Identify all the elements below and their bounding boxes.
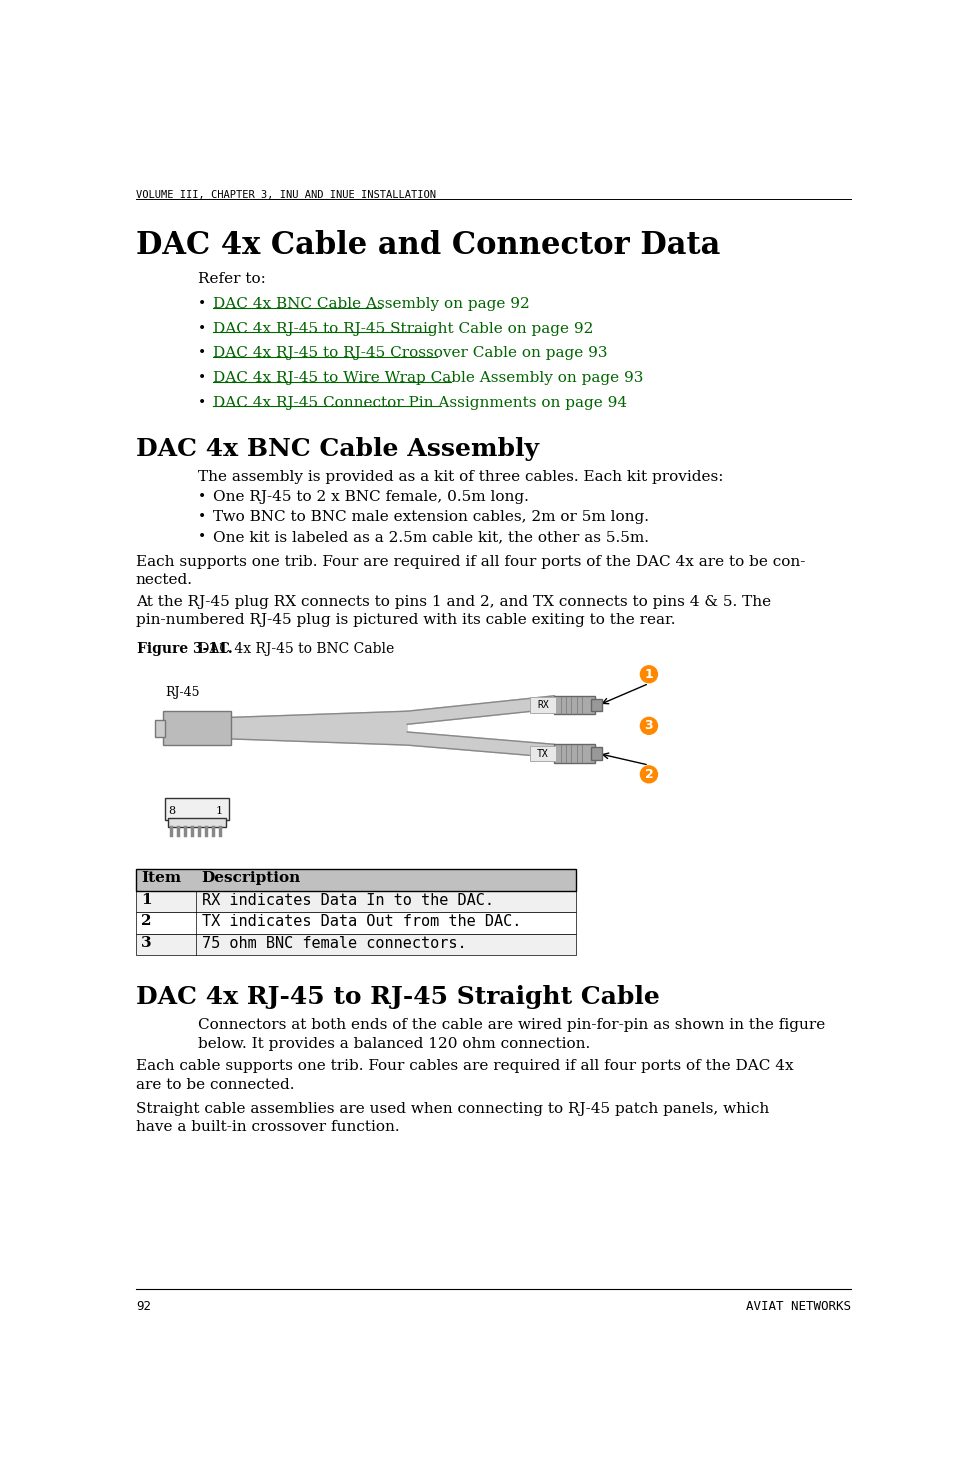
Text: •: • — [197, 395, 206, 410]
Text: One kit is labeled as a 2.5m cable kit, the other as 5.5m.: One kit is labeled as a 2.5m cable kit, … — [214, 530, 649, 545]
Text: •: • — [197, 530, 206, 545]
Bar — [155, 719, 165, 737]
Text: RX indicates Data In to the DAC.: RX indicates Data In to the DAC. — [202, 892, 494, 907]
Polygon shape — [407, 733, 555, 758]
Bar — [590, 699, 602, 712]
Bar — [169, 818, 225, 827]
Text: 2: 2 — [142, 915, 152, 928]
Text: RX: RX — [537, 700, 549, 710]
Text: 8: 8 — [169, 807, 175, 815]
Text: Item: Item — [142, 872, 181, 885]
Text: DAC 4x RJ-45 to RJ-45 Straight Cable: DAC 4x RJ-45 to RJ-45 Straight Cable — [136, 984, 660, 1008]
Text: •: • — [197, 371, 206, 385]
Text: •: • — [197, 321, 206, 336]
Bar — [136, 934, 576, 955]
Text: Two BNC to BNC male extension cables, 2m or 5m long.: Two BNC to BNC male extension cables, 2m… — [214, 511, 649, 524]
Text: TX indicates Data Out from the DAC.: TX indicates Data Out from the DAC. — [202, 915, 521, 929]
Bar — [163, 712, 231, 744]
Polygon shape — [231, 712, 407, 744]
Text: RJ-45: RJ-45 — [166, 685, 200, 699]
Text: 75 ohm BNC female connectors.: 75 ohm BNC female connectors. — [202, 935, 466, 952]
Text: At the RJ-45 plug RX connects to pins 1 and 2, and TX connects to pins 4 & 5. Th: At the RJ-45 plug RX connects to pins 1 … — [136, 595, 771, 628]
Polygon shape — [407, 696, 555, 724]
Text: AVIAT NETWORKS: AVIAT NETWORKS — [746, 1301, 851, 1313]
Circle shape — [640, 765, 658, 783]
Text: 1: 1 — [216, 807, 222, 815]
Text: One RJ-45 to 2 x BNC female, 0.5m long.: One RJ-45 to 2 x BNC female, 0.5m long. — [214, 490, 530, 505]
Text: Each supports one trib. Four are required if all four ports of the DAC 4x are to: Each supports one trib. Four are require… — [136, 555, 805, 588]
Bar — [136, 891, 576, 912]
Text: 1: 1 — [142, 892, 152, 907]
Text: 1: 1 — [644, 667, 653, 681]
Text: 3: 3 — [142, 935, 152, 950]
Text: Connectors at both ends of the cable are wired pin-for-pin as shown in the figur: Connectors at both ends of the cable are… — [197, 1018, 825, 1051]
Text: 92: 92 — [136, 1301, 151, 1313]
Bar — [530, 697, 556, 713]
Circle shape — [640, 718, 658, 734]
Text: Straight cable assemblies are used when connecting to RJ-45 patch panels, which
: Straight cable assemblies are used when … — [136, 1101, 769, 1134]
Text: •: • — [197, 490, 206, 505]
Text: Figure 3-11.: Figure 3-11. — [138, 642, 233, 656]
Text: 3: 3 — [644, 719, 653, 733]
Circle shape — [640, 666, 658, 682]
Bar — [530, 746, 556, 761]
Bar — [555, 696, 595, 715]
Bar — [590, 747, 602, 759]
Bar — [136, 912, 576, 934]
Bar — [136, 869, 576, 891]
Text: DAC 4x RJ-45 to Wire Wrap Cable Assembly on page 93: DAC 4x RJ-45 to Wire Wrap Cable Assembly… — [214, 371, 643, 385]
Text: Refer to:: Refer to: — [197, 271, 266, 286]
Text: DAC 4x RJ-45 to RJ-45 Crossover Cable on page 93: DAC 4x RJ-45 to RJ-45 Crossover Cable on… — [214, 346, 608, 360]
Text: The assembly is provided as a kit of three cables. Each kit provides:: The assembly is provided as a kit of thr… — [197, 471, 723, 484]
Text: •: • — [197, 346, 206, 360]
Text: DAC 4x RJ-45 Connector Pin Assignments on page 94: DAC 4x RJ-45 Connector Pin Assignments o… — [214, 395, 628, 410]
Bar — [555, 744, 595, 762]
Text: 2: 2 — [644, 768, 653, 781]
Text: DAC 4x RJ-45 to RJ-45 Straight Cable on page 92: DAC 4x RJ-45 to RJ-45 Straight Cable on … — [214, 321, 594, 336]
Text: VOLUME III, CHAPTER 3, INU AND INUE INSTALLATION: VOLUME III, CHAPTER 3, INU AND INUE INST… — [136, 189, 436, 200]
Text: DAC 4x BNC Cable Assembly: DAC 4x BNC Cable Assembly — [136, 437, 539, 462]
Text: DAC 4x Cable and Connector Data: DAC 4x Cable and Connector Data — [136, 229, 720, 260]
Text: DAC 4x RJ-45 to BNC Cable: DAC 4x RJ-45 to BNC Cable — [194, 642, 394, 656]
Text: Each cable supports one trib. Four cables are required if all four ports of the : Each cable supports one trib. Four cable… — [136, 1060, 794, 1092]
Text: Description: Description — [202, 872, 301, 885]
Text: •: • — [197, 297, 206, 311]
Text: TX: TX — [537, 749, 549, 759]
Text: •: • — [197, 511, 206, 524]
Bar — [166, 798, 229, 820]
Text: DAC 4x BNC Cable Assembly on page 92: DAC 4x BNC Cable Assembly on page 92 — [214, 297, 530, 311]
